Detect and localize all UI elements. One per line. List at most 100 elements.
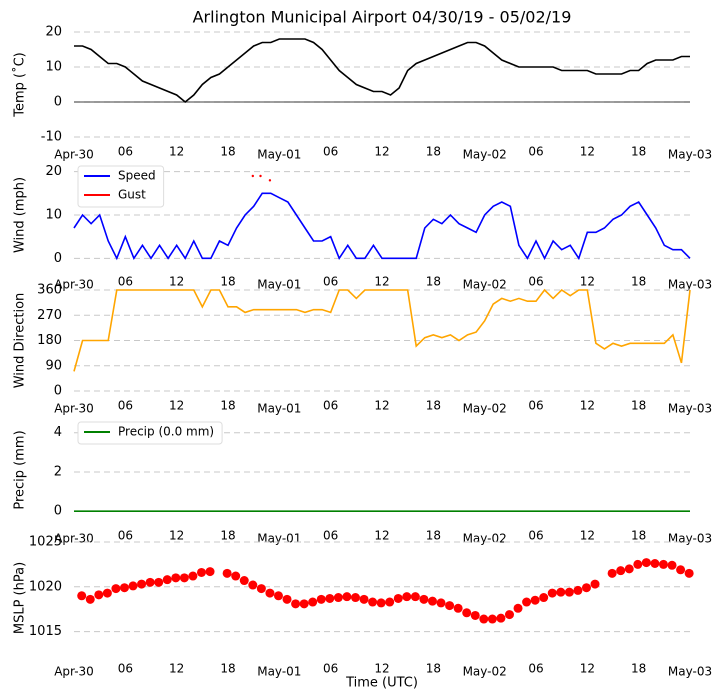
y-axis-label: Wind Direction — [13, 293, 28, 389]
pressure-point — [573, 585, 583, 595]
legend-box — [77, 421, 223, 445]
pressure-point — [273, 591, 283, 601]
x-tick-label: 18 — [631, 662, 646, 676]
x-tick-label: May-02 — [463, 148, 507, 162]
x-tick-label: 18 — [631, 399, 646, 413]
x-tick-label: May-01 — [257, 148, 301, 162]
x-tick-label: 06 — [323, 145, 338, 159]
pressure-point — [641, 558, 651, 568]
x-tick-label: 18 — [220, 662, 235, 676]
gust-point — [268, 179, 272, 182]
x-tick-label: 06 — [528, 399, 543, 413]
x-tick-label: 12 — [169, 399, 184, 413]
pressure-point — [368, 597, 378, 607]
x-tick-label: May-03 — [668, 148, 712, 162]
pressure-point — [145, 577, 155, 587]
pressure-point — [111, 584, 121, 594]
y-tick-label: 270 — [37, 308, 62, 323]
x-tick-label: May-01 — [257, 532, 301, 546]
pressure-point — [522, 597, 532, 607]
y-tick-label: 0 — [54, 504, 62, 519]
pressure-point — [316, 594, 326, 604]
pressure-point — [94, 590, 104, 600]
pressure-point — [633, 559, 643, 569]
y-tick-label: 1025 — [29, 535, 62, 550]
x-tick-label: 18 — [220, 529, 235, 543]
pressure-point — [308, 597, 318, 607]
legend: Speed Gust — [77, 165, 165, 208]
y-axis-label: Precip (mm) — [13, 430, 28, 509]
pressure-point — [445, 601, 455, 611]
pressure-point — [427, 596, 437, 606]
x-tick-label: May-01 — [257, 278, 301, 292]
pressure-point — [453, 603, 463, 613]
y-tick-label: -10 — [41, 130, 62, 145]
pressure-point — [154, 577, 164, 587]
x-tick-label: 06 — [118, 145, 133, 159]
y-tick-label: 20 — [45, 25, 62, 40]
pressure-point — [128, 581, 138, 591]
pressure-point — [171, 573, 181, 583]
pressure-point — [607, 568, 617, 578]
legend-label: Gust — [118, 188, 146, 202]
gust-point — [251, 174, 255, 178]
x-tick-label: 06 — [323, 399, 338, 413]
pressure-point — [102, 588, 112, 598]
x-tick-label: 12 — [580, 275, 595, 289]
pressure-point — [325, 593, 335, 603]
x-tick-label: 12 — [580, 145, 595, 159]
pressure-point — [291, 599, 301, 609]
pressure-point — [556, 587, 566, 597]
x-tick-label: 12 — [374, 145, 389, 159]
pressure-point — [119, 583, 129, 593]
pressure-point — [248, 580, 258, 590]
x-tick-label: 12 — [374, 529, 389, 543]
pressure-point — [282, 594, 292, 604]
x-tick-label: 12 — [374, 399, 389, 413]
pressure-point — [676, 565, 686, 575]
x-tick-label: 12 — [374, 275, 389, 289]
pressure-point — [564, 587, 574, 597]
y-tick-label: 1015 — [29, 624, 62, 639]
legend-label: Precip (0.0 mm) — [118, 425, 214, 439]
x-tick-label: 06 — [528, 529, 543, 543]
x-tick-label: 18 — [631, 275, 646, 289]
x-tick-label: May-02 — [463, 278, 507, 292]
pressure-point — [393, 593, 403, 603]
pressure-point — [419, 594, 429, 604]
pressure-point — [359, 594, 369, 604]
pressure-point — [650, 559, 660, 569]
y-tick-label: 90 — [45, 358, 62, 373]
pressure-point — [239, 576, 249, 586]
pressure-point — [504, 610, 514, 620]
pressure-point — [436, 598, 446, 608]
pressure-point — [376, 598, 386, 608]
pressure-point — [684, 568, 694, 578]
x-tick-label: 12 — [169, 275, 184, 289]
series-line — [73, 192, 691, 261]
x-tick-label: May-01 — [257, 402, 301, 416]
x-tick-label: May-02 — [463, 665, 507, 679]
pressure-point — [179, 573, 189, 583]
x-tick-label: 06 — [528, 275, 543, 289]
pressure-point — [402, 592, 412, 602]
pressure-point — [231, 571, 241, 581]
y-tick-label: 2 — [54, 464, 62, 479]
x-tick-label: May-03 — [668, 532, 712, 546]
gust-point — [259, 174, 262, 178]
x-tick-label: Apr-30 — [54, 148, 94, 162]
x-tick-label: 18 — [220, 275, 235, 289]
legend: Precip (0.0 mm) — [77, 421, 223, 445]
pressure-point — [624, 564, 634, 574]
y-axis-label: MSLP (hPa) — [13, 562, 28, 634]
pressure-point — [470, 610, 480, 620]
x-axis-label: Time (UTC) — [345, 676, 418, 691]
x-tick-label: 06 — [118, 529, 133, 543]
x-tick-label: 12 — [580, 529, 595, 543]
x-tick-label: May-02 — [463, 402, 507, 416]
pressure-point — [530, 595, 540, 605]
pressure-point — [205, 567, 215, 577]
pressure-point — [196, 567, 206, 577]
x-tick-label: 06 — [528, 145, 543, 159]
